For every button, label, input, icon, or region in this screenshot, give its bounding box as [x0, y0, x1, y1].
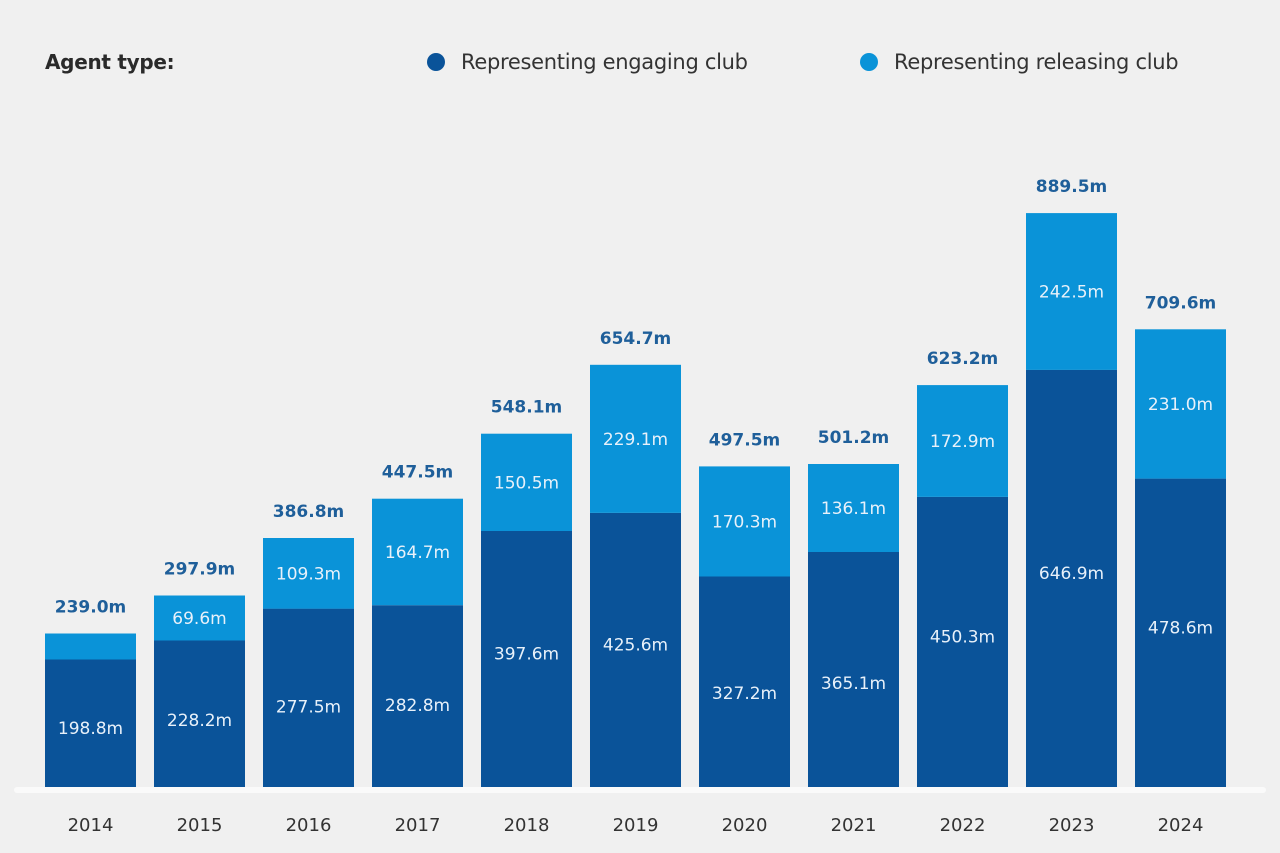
segment-label-releasing-2024: 231.0m — [1148, 395, 1213, 415]
segment-label-engaging-2018: 397.6m — [494, 645, 559, 665]
bar-segment-releasing-2016 — [263, 538, 354, 609]
labels-group: 198.8m 239.0m 2014 228.2m 69.6m 297.9m 2015 277… — [55, 177, 1217, 836]
baseline-axis — [14, 787, 1266, 793]
segment-label-releasing-2018: 150.5m — [494, 473, 559, 493]
x-tick-label-2021: 2021 — [831, 815, 877, 836]
segment-label-engaging-2016: 277.5m — [276, 698, 341, 718]
total-label-2014: 239.0m — [55, 598, 127, 618]
legend-title: Agent type: — [45, 50, 175, 74]
total-label-2019: 654.7m — [600, 329, 672, 349]
x-tick-label-2015: 2015 — [177, 815, 223, 836]
bar-segment-engaging-2018 — [481, 531, 572, 788]
x-tick-label-2024: 2024 — [1158, 815, 1204, 836]
bar-segment-engaging-2017 — [372, 605, 463, 788]
bar-segment-engaging-2020 — [699, 576, 790, 788]
bar-segment-releasing-2017 — [372, 498, 463, 606]
total-label-2016: 386.8m — [273, 502, 345, 522]
bars-group — [45, 213, 1226, 788]
bar-segment-engaging-2022 — [917, 496, 1008, 788]
bar-segment-releasing-2024 — [1135, 329, 1226, 479]
total-label-2021: 501.2m — [818, 428, 890, 448]
bar-segment-releasing-2022 — [917, 385, 1008, 497]
x-tick-label-2019: 2019 — [613, 815, 659, 836]
segment-label-engaging-2014: 198.8m — [58, 719, 123, 739]
segment-label-engaging-2023: 646.9m — [1039, 564, 1104, 584]
total-label-2024: 709.6m — [1145, 293, 1217, 313]
segment-label-engaging-2020: 327.2m — [712, 684, 777, 704]
segment-label-releasing-2015: 69.6m — [172, 609, 226, 629]
legend-label-releasing: Representing releasing club — [894, 50, 1179, 74]
bar-segment-releasing-2023 — [1026, 213, 1117, 370]
x-tick-label-2022: 2022 — [940, 815, 986, 836]
segment-label-releasing-2017: 164.7m — [385, 543, 450, 563]
bar-segment-engaging-2024 — [1135, 478, 1226, 788]
segment-label-releasing-2023: 242.5m — [1039, 282, 1104, 302]
segment-label-releasing-2016: 109.3m — [276, 564, 341, 584]
segment-label-engaging-2015: 228.2m — [167, 711, 232, 731]
x-tick-label-2016: 2016 — [286, 815, 332, 836]
bar-segment-engaging-2014 — [45, 659, 136, 788]
segment-label-releasing-2020: 170.3m — [712, 512, 777, 532]
total-label-2023: 889.5m — [1036, 177, 1108, 197]
bar-segment-releasing-2021 — [808, 464, 899, 552]
bar-segment-engaging-2019 — [590, 512, 681, 788]
x-tick-label-2014: 2014 — [68, 815, 114, 836]
segment-label-engaging-2017: 282.8m — [385, 696, 450, 716]
legend-dot-engaging-icon — [427, 53, 445, 71]
segment-label-engaging-2019: 425.6m — [603, 635, 668, 655]
segment-label-engaging-2024: 478.6m — [1148, 618, 1213, 638]
segment-label-releasing-2021: 136.1m — [821, 499, 886, 519]
legend-dot-releasing-icon — [860, 53, 878, 71]
bar-segment-releasing-2019 — [590, 364, 681, 513]
legend-label-engaging: Representing engaging club — [461, 50, 748, 74]
total-label-2018: 548.1m — [491, 398, 563, 418]
bar-segment-engaging-2015 — [154, 640, 245, 788]
segment-label-engaging-2022: 450.3m — [930, 628, 995, 648]
legend-item-engaging[interactable]: Representing engaging club — [427, 50, 748, 74]
total-label-2022: 623.2m — [927, 349, 999, 369]
segment-label-releasing-2022: 172.9m — [930, 432, 995, 452]
total-label-2015: 297.9m — [164, 560, 236, 580]
total-label-2020: 497.5m — [709, 430, 781, 450]
bar-segment-releasing-2018 — [481, 433, 572, 531]
bar-segment-engaging-2023 — [1026, 369, 1117, 788]
x-tick-label-2023: 2023 — [1049, 815, 1095, 836]
bar-segment-releasing-2014 — [45, 633, 136, 660]
x-tick-label-2020: 2020 — [722, 815, 768, 836]
segment-label-releasing-2019: 229.1m — [603, 430, 668, 450]
x-tick-label-2017: 2017 — [395, 815, 441, 836]
legend-item-releasing[interactable]: Representing releasing club — [860, 50, 1179, 74]
bar-segment-engaging-2016 — [263, 608, 354, 788]
total-label-2017: 447.5m — [382, 463, 454, 483]
bar-segment-releasing-2015 — [154, 595, 245, 641]
bar-segment-engaging-2021 — [808, 552, 899, 788]
bar-segment-releasing-2020 — [699, 466, 790, 577]
segment-label-engaging-2021: 365.1m — [821, 674, 886, 694]
x-tick-label-2018: 2018 — [504, 815, 550, 836]
